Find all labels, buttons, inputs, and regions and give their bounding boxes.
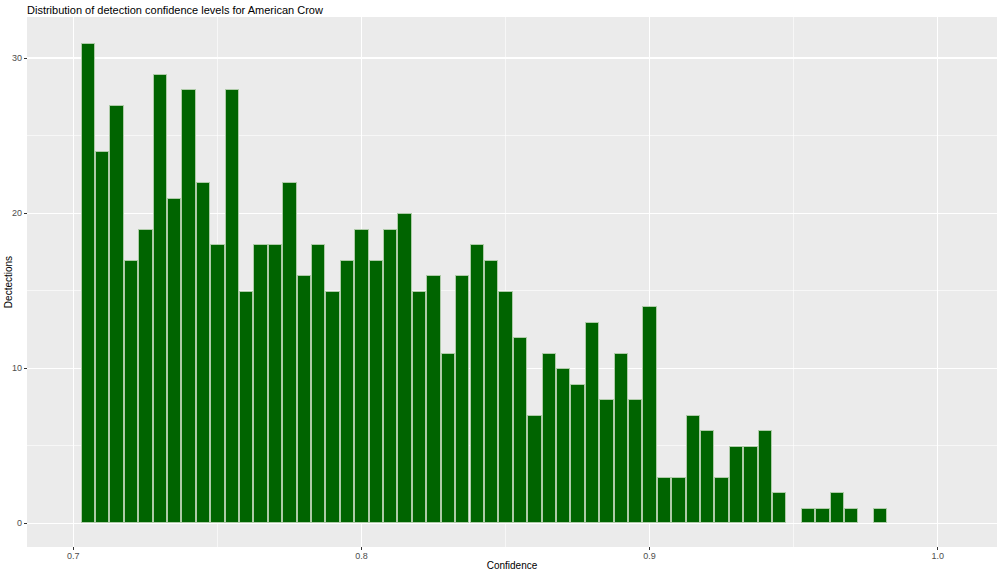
histogram-bar xyxy=(196,182,210,523)
x-axis-title: Confidence xyxy=(27,560,997,571)
plot-panel xyxy=(27,17,997,547)
histogram-bar xyxy=(570,384,584,524)
histogram-bar xyxy=(354,229,368,524)
histogram-bar xyxy=(628,399,642,523)
histogram-bar xyxy=(239,291,253,524)
gridline-x-major xyxy=(73,17,75,547)
histogram-bar xyxy=(253,244,267,523)
histogram-bar xyxy=(772,492,786,523)
histogram-bar xyxy=(556,368,570,523)
histogram-bar xyxy=(484,260,498,524)
histogram-bar xyxy=(311,244,325,523)
y-tick-mark xyxy=(24,523,27,524)
histogram-bar xyxy=(138,229,152,524)
y-tick-mark xyxy=(24,213,27,214)
histogram-bar xyxy=(124,260,138,524)
histogram-bar xyxy=(542,353,556,524)
histogram-bar xyxy=(614,353,628,524)
histogram-bar xyxy=(801,508,815,524)
histogram-bar xyxy=(815,508,829,524)
histogram-bar xyxy=(426,275,440,523)
histogram-bar xyxy=(498,291,512,524)
histogram-bar xyxy=(340,260,354,524)
histogram-bar xyxy=(282,182,296,523)
histogram-bar xyxy=(369,260,383,524)
histogram-bar xyxy=(167,198,181,524)
histogram-bar xyxy=(470,244,484,523)
histogram-bar xyxy=(81,43,95,524)
x-tick-mark xyxy=(73,547,74,550)
histogram-bar xyxy=(95,151,109,523)
histogram-bar xyxy=(758,430,772,523)
y-tick-label: 20 xyxy=(0,209,22,218)
histogram-bar xyxy=(441,353,455,524)
y-axis-title: Dectections xyxy=(3,256,14,308)
y-tick-mark xyxy=(24,58,27,59)
histogram-bar xyxy=(513,337,527,523)
histogram-bar xyxy=(527,415,541,524)
histogram-bar xyxy=(671,477,685,524)
histogram-bar xyxy=(412,291,426,524)
histogram-bar xyxy=(109,105,123,524)
histogram-bar xyxy=(599,399,613,523)
histogram-bar xyxy=(873,508,887,524)
histogram-bar xyxy=(585,322,599,524)
gridline-x-major xyxy=(937,17,939,547)
chart-title: Distribution of detection confidence lev… xyxy=(27,3,323,17)
histogram-bar xyxy=(729,446,743,524)
histogram-bar xyxy=(153,74,167,524)
y-tick-label: 30 xyxy=(0,54,22,63)
histogram-bar xyxy=(210,244,224,523)
y-tick-label: 0 xyxy=(0,519,22,528)
histogram-bar xyxy=(325,291,339,524)
histogram-bar xyxy=(686,415,700,524)
histogram-bar xyxy=(700,430,714,523)
histogram-bar xyxy=(225,89,239,523)
histogram-bar xyxy=(830,492,844,523)
y-tick-mark xyxy=(24,368,27,369)
gridline-y-major xyxy=(27,57,997,59)
histogram-bar xyxy=(181,89,195,523)
x-tick-mark xyxy=(361,547,362,550)
gridline-y-minor xyxy=(27,135,997,136)
histogram-bar xyxy=(268,244,282,523)
histogram-bar xyxy=(297,275,311,523)
histogram-bar xyxy=(642,306,656,523)
histogram-bar xyxy=(743,446,757,524)
histogram-bar xyxy=(383,229,397,524)
gridline-x-minor xyxy=(793,17,794,547)
histogram-bar xyxy=(844,508,858,524)
histogram-bar xyxy=(657,477,671,524)
y-tick-label: 10 xyxy=(0,364,22,373)
histogram-figure: Distribution of detection confidence lev… xyxy=(0,0,1000,573)
histogram-bar xyxy=(455,275,469,523)
histogram-bar xyxy=(714,477,728,524)
x-tick-mark xyxy=(937,547,938,550)
x-tick-mark xyxy=(649,547,650,550)
histogram-bar xyxy=(397,213,411,523)
